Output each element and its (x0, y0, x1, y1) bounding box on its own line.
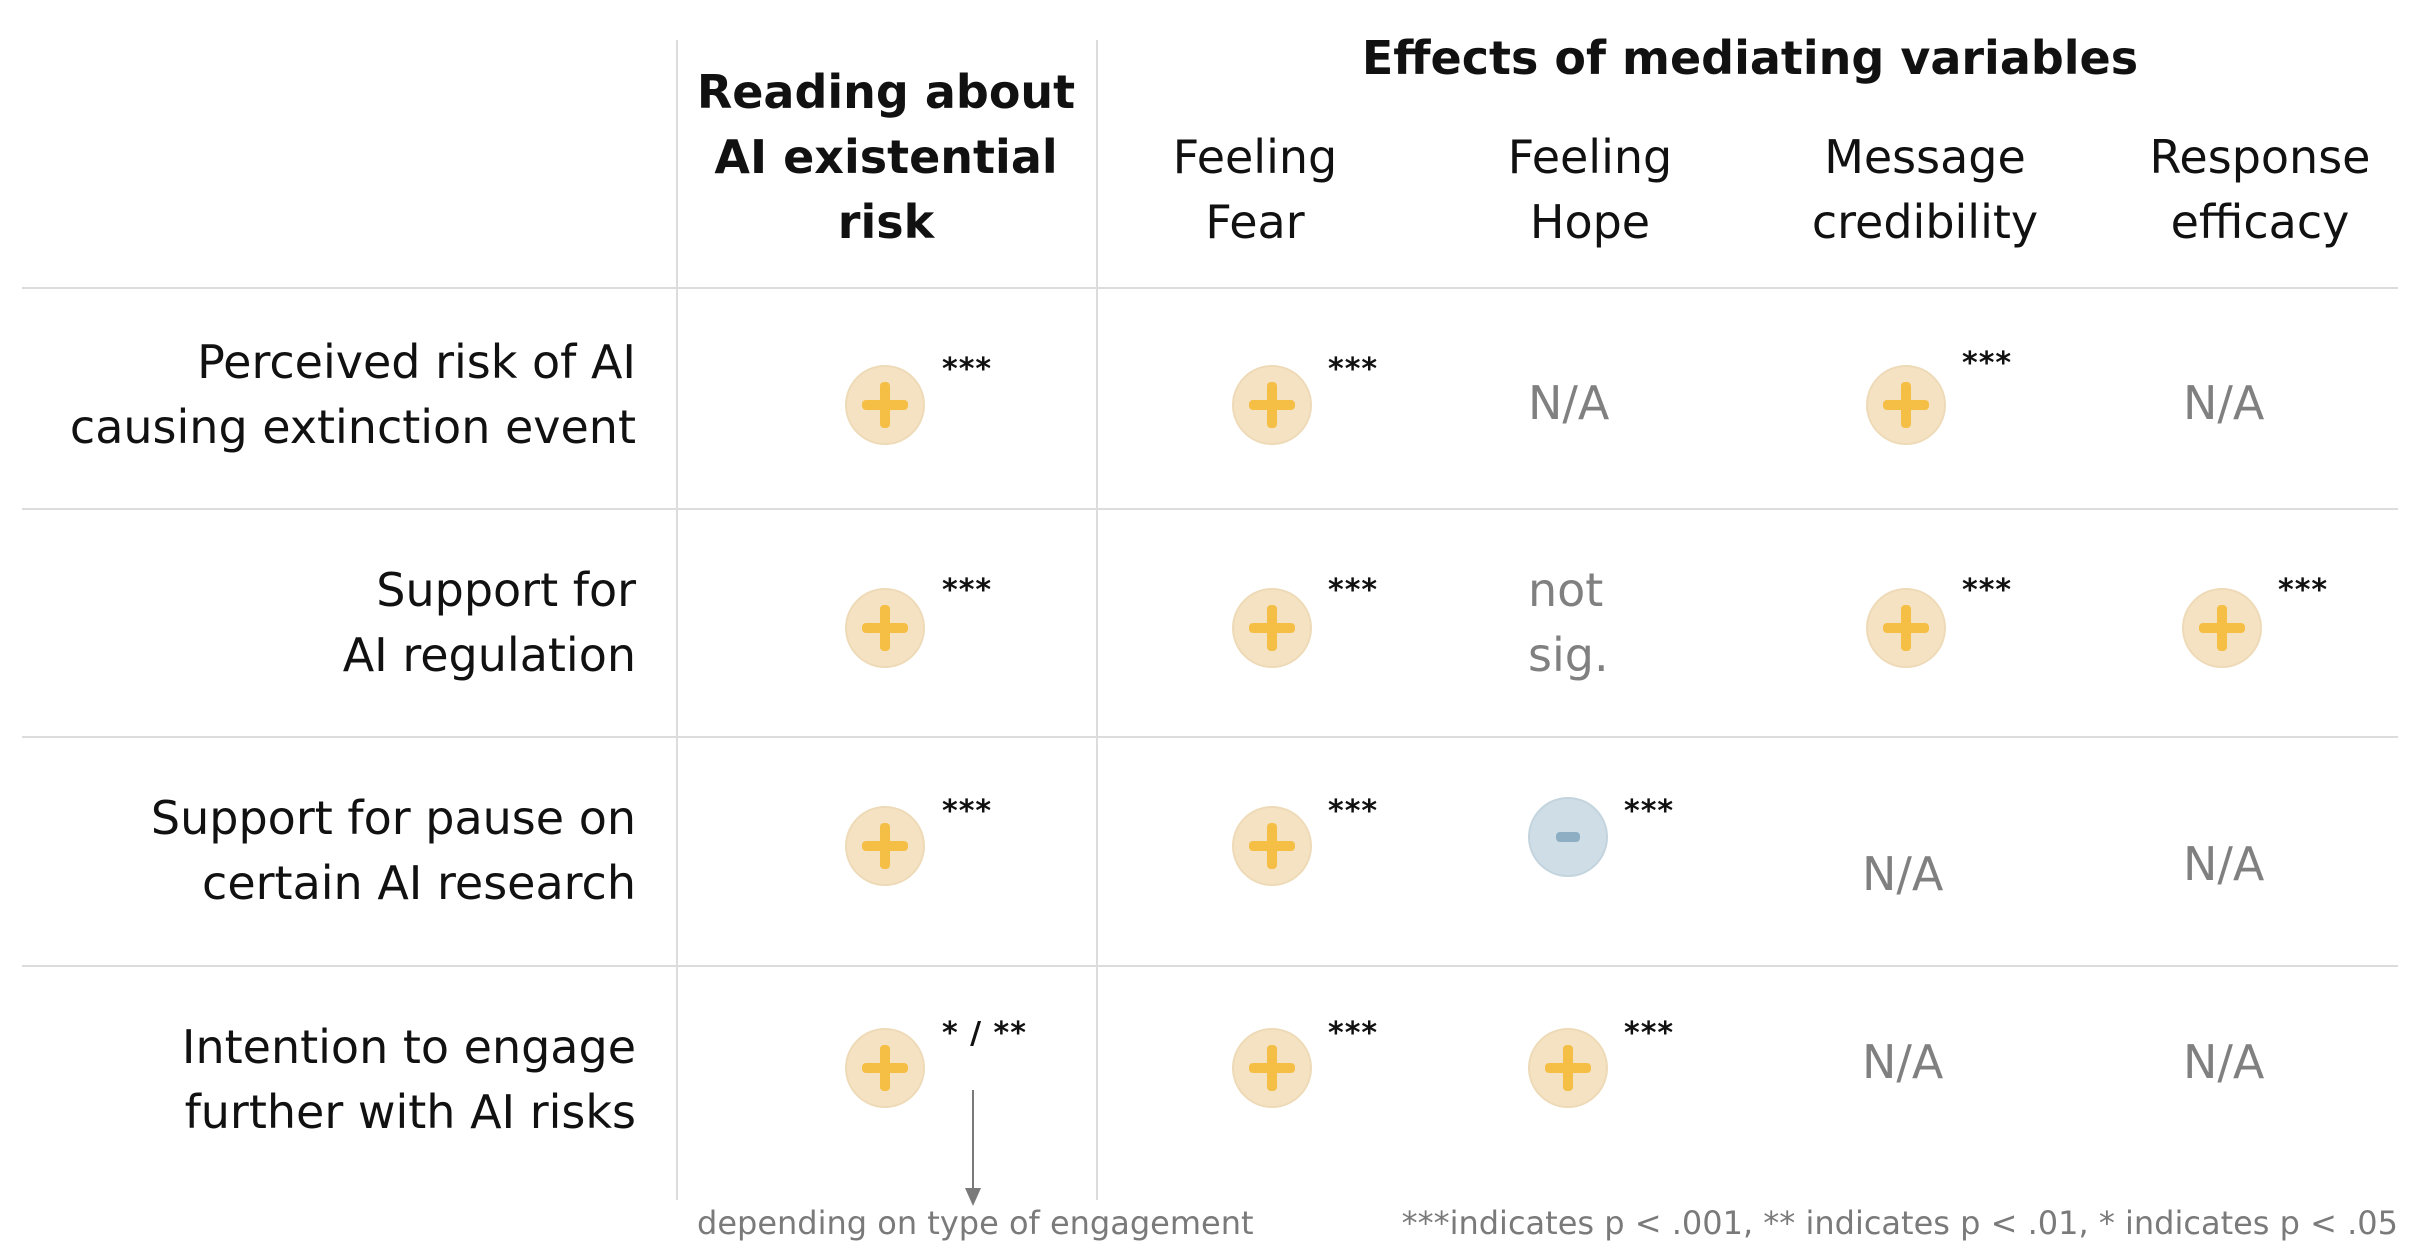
plus-circle-icon (845, 806, 925, 886)
na-value: N/A (2183, 837, 2265, 891)
significance-stars: *** (1624, 1016, 1675, 1051)
significance-stars: *** (1328, 1016, 1379, 1051)
row-divider-1 (22, 287, 2398, 289)
header-response-efficacy: Response efficacy (2115, 125, 2405, 255)
header-feeling-hope: Feeling Hope (1465, 125, 1715, 255)
significance-stars: *** (2278, 573, 2329, 608)
header-reading: Reading about AI existential risk (686, 60, 1086, 255)
header-reading-line2: AI existential (714, 130, 1058, 184)
plus-circle-icon (845, 1028, 925, 1108)
header-feeling-fear: Feeling Fear (1130, 125, 1380, 255)
plus-circle-icon (1232, 365, 1312, 445)
row-label-regulation: Support for AI regulation (343, 558, 636, 688)
header-eff-line1: Response (2149, 130, 2371, 184)
plus-circle-icon (845, 588, 925, 668)
footnote-engagement: depending on type of engagement (697, 1204, 1254, 1242)
plus-circle-icon (845, 365, 925, 445)
plus-circle-icon (1528, 1028, 1608, 1108)
significance-stars: *** (1962, 346, 2013, 381)
na-value: N/A (1528, 376, 1610, 430)
plus-circle-icon (1232, 1028, 1312, 1108)
plus-circle-icon (1866, 588, 1946, 668)
header-hope-line2: Hope (1529, 195, 1651, 249)
significance-stars: *** (942, 794, 993, 829)
row-label-line1: Intention to engage (181, 1020, 636, 1074)
header-group-title: Effects of mediating variables (1361, 31, 2139, 85)
na-value: N/A (2183, 1035, 2265, 1089)
na-value: N/A (1862, 847, 1944, 901)
header-eff-line2: efficacy (2170, 195, 2350, 249)
down-arrow-icon (965, 1090, 981, 1206)
row-label-line1: Support for (376, 563, 636, 617)
row-label-line1: Support for pause on (150, 791, 636, 845)
plus-circle-icon (2182, 588, 2262, 668)
divider-right (1096, 40, 1098, 1200)
not-sig-line1: not (1528, 563, 1604, 617)
row-label-line2: certain AI research (202, 856, 636, 910)
header-fear-line1: Feeling (1172, 130, 1338, 184)
header-cred-line2: credibility (1811, 195, 2039, 249)
significance-stars: *** (1962, 573, 2013, 608)
significance-stars: * / ** (942, 1016, 1027, 1051)
significance-stars: *** (1328, 573, 1379, 608)
na-value: N/A (2183, 376, 2265, 430)
significance-stars: *** (942, 573, 993, 608)
footnote-significance: ***indicates p < .001, ** indicates p < … (1401, 1204, 2398, 1242)
significance-stars: *** (942, 352, 993, 387)
row-label-line2: further with AI risks (184, 1085, 636, 1139)
row-divider-3 (22, 736, 2398, 738)
not-sig-line2: sig. (1528, 628, 1609, 682)
row-label-line2: AI regulation (342, 628, 636, 682)
row-label-line2: causing extinction event (69, 400, 636, 454)
header-reading-line3: risk (837, 195, 935, 249)
significance-stars: *** (1624, 794, 1675, 829)
na-value: N/A (1862, 1035, 1944, 1089)
significance-stars: *** (1328, 794, 1379, 829)
row-divider-2 (22, 508, 2398, 510)
row-divider-4 (22, 965, 2398, 967)
header-reading-line1: Reading about (696, 65, 1076, 119)
row-label-line1: Perceived risk of AI (197, 335, 636, 389)
plus-circle-icon (1232, 588, 1312, 668)
minus-circle-icon (1528, 797, 1608, 877)
plus-circle-icon (1866, 365, 1946, 445)
not-significant-label: not sig. (1528, 558, 1609, 688)
header-cred-line1: Message (1824, 130, 2026, 184)
row-label-extinction-risk: Perceived risk of AI causing extinction … (70, 330, 636, 460)
divider-left (676, 40, 678, 1200)
row-label-engage-further: Intention to engage further with AI risk… (182, 1015, 636, 1145)
significance-stars: *** (1328, 352, 1379, 387)
row-label-pause-research: Support for pause on certain AI research (151, 786, 636, 916)
header-hope-line1: Feeling (1507, 130, 1673, 184)
plus-circle-icon (1232, 806, 1312, 886)
header-fear-line2: Fear (1205, 195, 1305, 249)
header-message-credibility: Message credibility (1775, 125, 2075, 255)
